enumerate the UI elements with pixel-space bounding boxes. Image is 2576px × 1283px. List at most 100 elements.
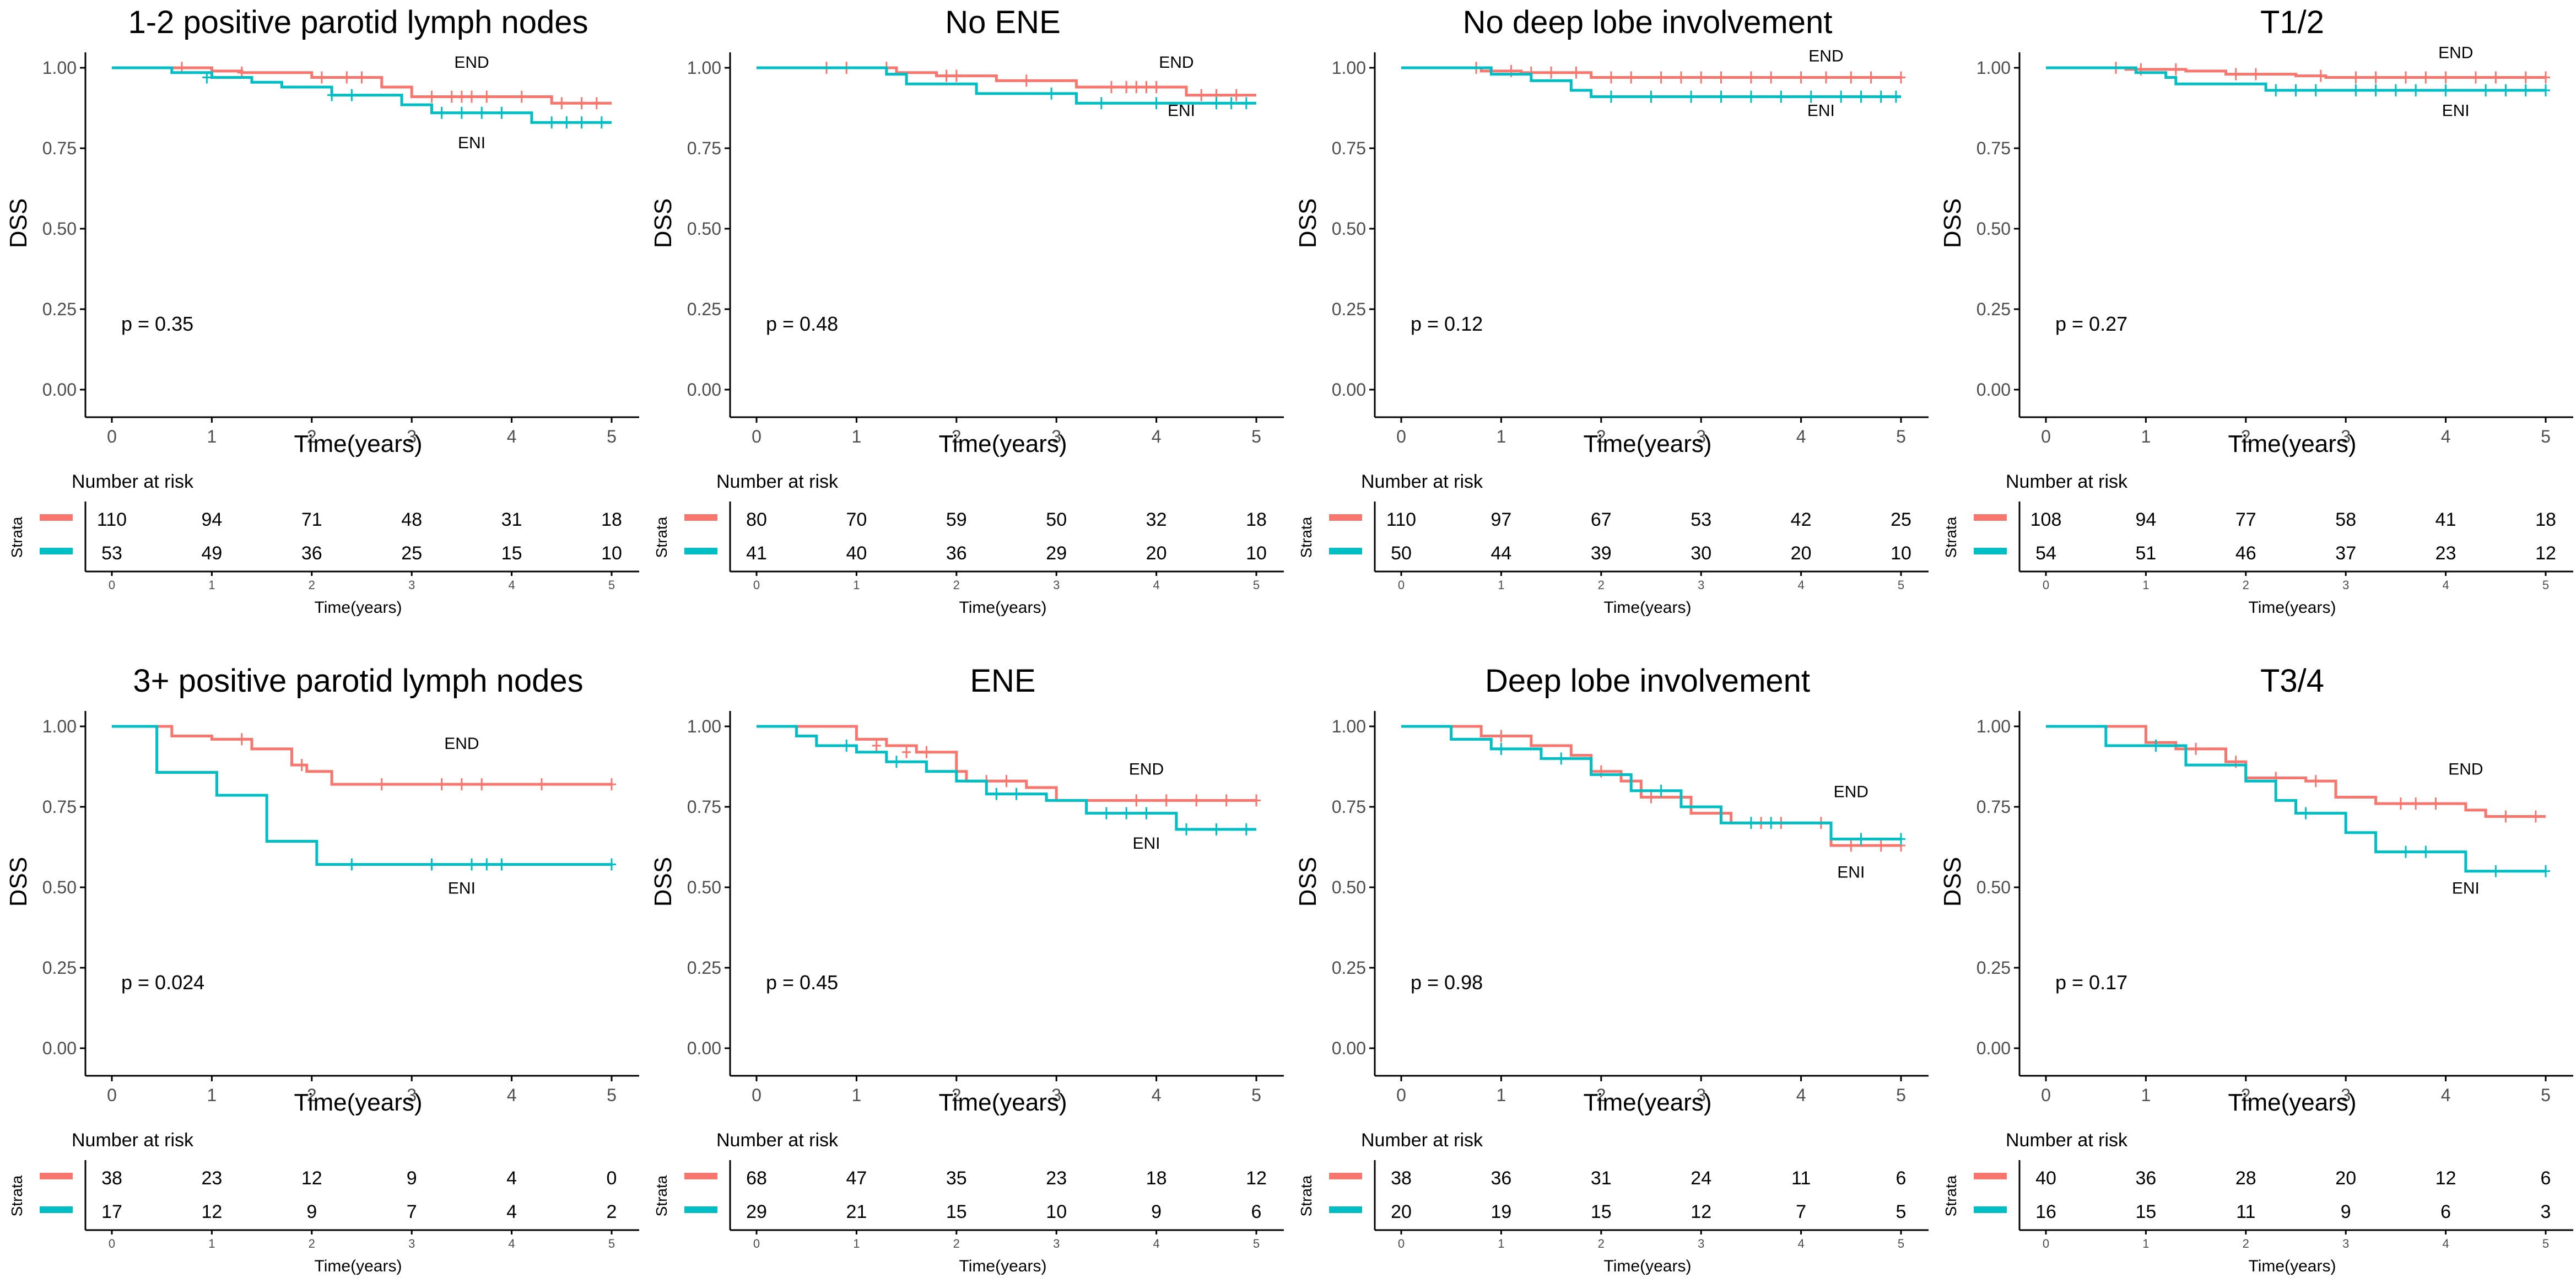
curve-label-end: END — [1159, 53, 1194, 72]
censor-mark-eni — [497, 858, 506, 871]
censor-mark-eni — [1876, 90, 1886, 103]
risk-count-eni: 36 — [301, 543, 322, 564]
y-tick-label: 0.75 — [1332, 797, 1366, 817]
censor-mark-end — [1197, 89, 1206, 101]
strata-label: Strata — [8, 516, 25, 558]
panel-title: Deep lobe involvement — [1485, 663, 1810, 699]
curve-end — [2046, 66, 2546, 79]
y-tick-label: 0.00 — [42, 380, 77, 400]
risk-count-eni: 39 — [1591, 543, 1612, 564]
censor-mark-end — [437, 778, 446, 791]
censor-mark-end — [1132, 81, 1141, 94]
censor-mark-end — [2396, 797, 2405, 810]
strata-label: Strata — [653, 1175, 670, 1216]
strata-label: Strata — [653, 516, 670, 558]
censor-mark-end — [1697, 71, 1706, 84]
curve-label-eni: ENI — [1132, 834, 1160, 853]
risk-x-tick-label: 1 — [208, 1237, 215, 1250]
risk-x-tick-label: 1 — [853, 578, 860, 592]
risk-count-eni: 36 — [946, 543, 967, 564]
strata-label: Strata — [1298, 516, 1315, 558]
risk-count-end: 47 — [846, 1168, 867, 1189]
censor-mark-eni — [1227, 97, 1236, 110]
risk-x-tick-label: 3 — [408, 578, 415, 592]
km-panel-8: T3/40.000.250.500.751.000 1 2 3 4 5Time(years… — [1939, 663, 2573, 1275]
x-tick-label: 3 — [1696, 1085, 1706, 1105]
censor-mark-eni — [892, 756, 901, 768]
risk-count-end: 18 — [1146, 1168, 1167, 1189]
curve-end — [757, 725, 1256, 802]
risk-count-eni: 30 — [1691, 543, 1711, 564]
x-tick-label: 4 — [1152, 427, 1162, 446]
risk-x-tick-label: 2 — [309, 578, 315, 592]
x-tick-label: 2 — [2241, 1085, 2251, 1105]
censor-mark-end — [577, 97, 586, 110]
censor-mark-end — [237, 733, 246, 746]
risk-count-end: 12 — [1246, 1168, 1267, 1189]
censor-mark-end — [1796, 71, 1806, 84]
legend-swatch-eni — [1974, 548, 2007, 554]
risk-count-end: 94 — [2135, 509, 2156, 530]
risk-count-end: 41 — [2435, 509, 2456, 530]
x-axis-label: Time(years) — [294, 1089, 422, 1116]
risk-count-end: 6 — [1896, 1168, 1907, 1189]
risk-count-eni: 49 — [201, 543, 222, 564]
legend-swatch-eni — [1329, 548, 1362, 554]
risk-x-tick-label: 4 — [1797, 578, 1804, 592]
censor-mark-end — [1676, 71, 1686, 84]
curve-label-end: END — [1834, 783, 1868, 801]
y-tick-label: 0.00 — [1332, 380, 1366, 400]
censor-mark-eni — [497, 106, 506, 119]
y-tick-label: 0.50 — [1332, 219, 1366, 239]
risk-count-eni: 29 — [746, 1201, 767, 1222]
censor-mark-eni — [1806, 90, 1816, 103]
x-tick-label: 1 — [852, 427, 862, 446]
censor-mark-end — [2311, 775, 2320, 788]
risk-count-end: 20 — [2335, 1168, 2356, 1189]
censor-mark-end — [2441, 71, 2450, 84]
risk-count-eni: 16 — [2035, 1201, 2056, 1222]
legend-swatch-end — [1974, 514, 2007, 521]
legend-swatch-eni — [1329, 1206, 1362, 1213]
censor-mark-end — [482, 90, 492, 103]
censor-mark-end — [1716, 71, 1726, 84]
censor-mark-eni — [1856, 833, 1866, 845]
censor-mark-eni — [1606, 90, 1616, 103]
x-tick-label: 0 — [107, 427, 117, 446]
curve-label-eni: ENI — [2452, 880, 2480, 898]
censor-mark-eni — [1646, 90, 1656, 103]
risk-count-eni: 12 — [2535, 543, 2556, 564]
risk-count-eni: 4 — [506, 1201, 517, 1222]
curve-label-eni: ENI — [1807, 102, 1835, 120]
risk-table-title: Number at risk — [716, 471, 839, 492]
censor-mark-eni — [202, 71, 212, 84]
censor-mark-eni — [467, 858, 477, 871]
censor-mark-eni — [2491, 865, 2501, 877]
y-axis-label: DSS — [1294, 198, 1321, 248]
curve-label-eni: ENI — [1837, 863, 1865, 881]
censor-mark-eni — [2311, 84, 2320, 96]
risk-count-end: 28 — [2235, 1168, 2256, 1189]
risk-count-end: 36 — [2135, 1168, 2156, 1189]
x-tick-label: 1 — [852, 1085, 862, 1105]
censor-mark-end — [1022, 74, 1031, 87]
risk-x-tick-label: 5 — [2542, 578, 2549, 592]
x-tick-label: 3 — [407, 1085, 417, 1105]
censor-mark-end — [2421, 71, 2431, 84]
risk-x-tick-label: 1 — [1498, 1237, 1504, 1250]
x-tick-label: 3 — [1051, 427, 1061, 446]
censor-mark-eni — [2541, 84, 2550, 96]
panel-title: 3+ positive parotid lymph nodes — [133, 663, 583, 699]
censor-mark-eni — [992, 788, 1001, 800]
censor-mark-eni — [1767, 817, 1776, 829]
y-tick-label: 0.25 — [687, 299, 721, 319]
censor-mark-end — [1222, 794, 1231, 807]
risk-count-eni: 9 — [306, 1201, 317, 1222]
censor-mark-end — [1132, 794, 1141, 807]
risk-x-tick-label: 1 — [1498, 578, 1504, 592]
risk-count-end: 110 — [1386, 509, 1416, 530]
censor-mark-end — [1866, 71, 1876, 84]
risk-x-tick-label: 5 — [1898, 1237, 1904, 1250]
y-tick-label: 0.75 — [1976, 797, 2011, 817]
